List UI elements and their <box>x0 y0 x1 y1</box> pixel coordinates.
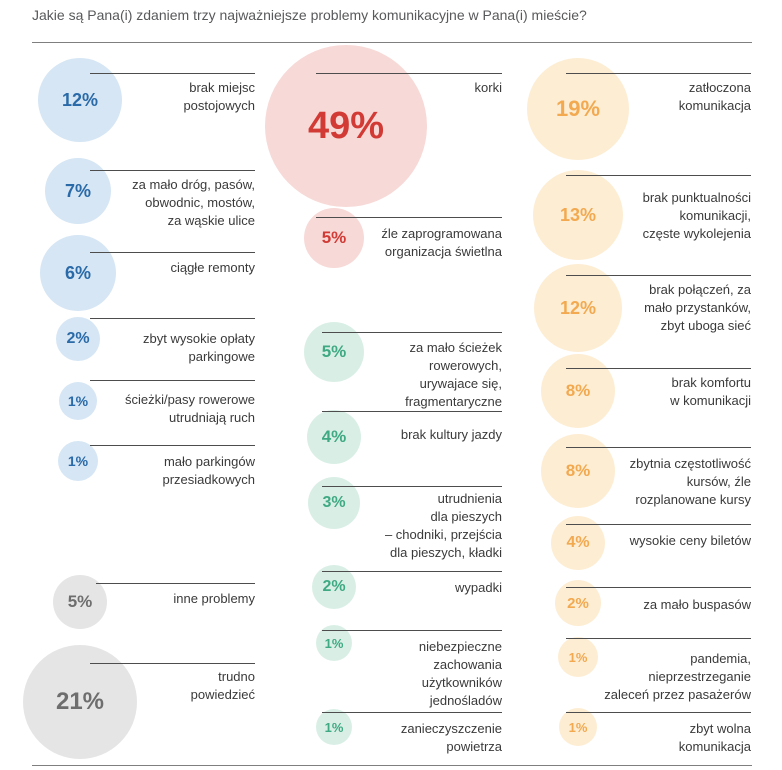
bubble-18: 13% <box>533 170 623 260</box>
leader-line-7 <box>96 583 255 584</box>
leader-line-16 <box>322 712 502 713</box>
bubble-3: 6% <box>40 235 116 311</box>
leader-line-20 <box>566 368 751 369</box>
leader-line-1 <box>90 73 255 74</box>
bubble-10: 5% <box>304 208 364 268</box>
leader-line-4 <box>90 318 255 319</box>
item-label-9: korki <box>474 80 502 95</box>
bottom-rule <box>32 765 752 766</box>
bubble-22: 4% <box>551 516 605 570</box>
item-label-3: ciągłe remonty <box>170 260 255 275</box>
bubble-6: 1% <box>58 441 98 481</box>
item-label-23: za mało buspasów <box>643 597 751 612</box>
item-label-16: zanieczyszczenie powietrza <box>400 721 502 754</box>
bubble-8: 21% <box>23 645 137 759</box>
item-label-19: brak połączeń, za mało przystanków, zbyt… <box>644 282 751 333</box>
bubble-16: 1% <box>316 709 352 745</box>
bubble-21: 8% <box>541 434 615 508</box>
leader-line-15 <box>322 630 502 631</box>
item-label-11: za mało ścieżek rowerowych, urywajace si… <box>405 340 502 409</box>
item-label-8: trudno powiedzieć <box>190 669 255 702</box>
item-label-10: źle zaprogramowana organizacja świetlna <box>381 226 502 259</box>
leader-line-18 <box>566 175 751 176</box>
leader-line-22 <box>566 524 751 525</box>
bubble-4: 2% <box>56 317 100 361</box>
bubble-9: 49% <box>265 45 427 207</box>
bubble-17: 19% <box>527 58 629 160</box>
item-label-22: wysokie ceny biletów <box>629 533 751 548</box>
leader-line-14 <box>322 571 502 572</box>
bubble-14: 2% <box>312 565 356 609</box>
leader-line-24 <box>566 638 751 639</box>
bubble-5: 1% <box>59 382 97 420</box>
leader-line-5 <box>90 380 255 381</box>
leader-line-17 <box>566 73 751 74</box>
bubble-20: 8% <box>541 354 615 428</box>
bubble-24: 1% <box>558 637 598 677</box>
item-label-5: ścieżki/pasy rowerowe utrudniają ruch <box>124 392 255 425</box>
leader-line-6 <box>90 445 255 446</box>
item-label-20: brak komfortu w komunikacji <box>670 375 751 408</box>
item-label-18: brak punktualności komunikacji, częste w… <box>642 190 751 241</box>
item-label-4: zbyt wysokie opłaty parkingowe <box>143 331 255 364</box>
leader-line-11 <box>322 332 502 333</box>
leader-line-2 <box>90 170 255 171</box>
leader-line-8 <box>90 663 255 664</box>
item-label-13: utrudnienia dla pieszych – chodniki, prz… <box>384 491 502 560</box>
item-label-7: inne problemy <box>173 591 255 606</box>
item-label-6: mało parkingów przesiadkowych <box>162 454 256 487</box>
leader-line-23 <box>566 587 751 588</box>
leader-line-21 <box>566 447 751 448</box>
leader-line-25 <box>566 712 751 713</box>
bubble-2: 7% <box>45 158 111 224</box>
leader-line-12 <box>322 411 502 412</box>
item-label-1: brak miejsc postojowych <box>183 80 255 113</box>
top-rule <box>32 42 752 43</box>
bubble-19: 12% <box>534 264 622 352</box>
item-label-15: niebezpieczne zachowania użytkowników je… <box>418 639 502 708</box>
bubble-1: 12% <box>38 58 122 142</box>
item-label-2: za mało dróg, pasów, obwodnic, mostów, z… <box>132 177 255 228</box>
bubble-7: 5% <box>53 575 107 629</box>
item-label-21: zbytnia częstotliwość kursów, źle rozpla… <box>629 456 751 507</box>
leader-line-13 <box>322 486 502 487</box>
chart-title: Jakie są Pana(i) zdaniem trzy najważniej… <box>32 7 587 23</box>
leader-line-19 <box>566 275 751 276</box>
item-label-14: wypadki <box>455 580 502 595</box>
leader-line-9 <box>316 73 502 74</box>
item-label-25: zbyt wolna komunikacja <box>678 721 751 754</box>
item-label-17: zatłoczona komunikacja <box>678 80 751 113</box>
bubble-25: 1% <box>559 708 597 746</box>
leader-line-10 <box>316 217 502 218</box>
item-label-12: brak kultury jazdy <box>400 427 502 442</box>
bubble-12: 4% <box>307 410 361 464</box>
leader-line-3 <box>90 252 255 253</box>
item-label-24: pandemia, nieprzestrzeganie zaleceń prze… <box>604 651 751 702</box>
bubble-15: 1% <box>316 625 352 661</box>
bubble-13: 3% <box>308 477 360 529</box>
